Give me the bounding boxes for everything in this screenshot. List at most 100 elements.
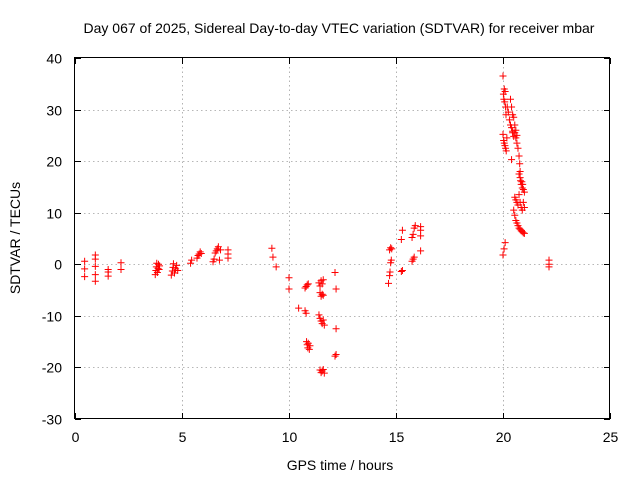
- data-point: [217, 246, 225, 254]
- data-point: [295, 304, 303, 312]
- data-point: [304, 280, 312, 288]
- y-axis-label: SDTVAR / TECUs: [7, 182, 23, 294]
- data-point: [515, 152, 523, 160]
- data-point: [197, 249, 205, 257]
- data-point: [272, 263, 280, 271]
- data-point: [188, 256, 196, 264]
- data-point: [318, 290, 326, 298]
- x-tick-label: 10: [282, 429, 298, 445]
- data-point: [511, 129, 519, 137]
- data-point: [503, 134, 511, 142]
- data-point: [502, 147, 510, 155]
- data-point: [387, 244, 395, 252]
- data-point: [520, 229, 528, 237]
- data-point: [506, 95, 514, 103]
- data-point: [305, 345, 313, 353]
- data-point: [332, 285, 340, 293]
- data-point: [91, 271, 99, 279]
- x-tick-label: 15: [389, 429, 405, 445]
- data-point: [516, 160, 524, 168]
- data-point: [332, 325, 340, 333]
- data-point: [410, 253, 418, 261]
- data-point: [417, 247, 425, 255]
- x-axis: 0 5 10 15 20 25: [72, 58, 619, 445]
- data-point: [511, 211, 519, 219]
- data-point: [513, 139, 521, 147]
- data-point: [319, 276, 327, 284]
- data-point: [173, 261, 181, 269]
- x-tick-label: 25: [603, 429, 619, 445]
- data-point: [514, 144, 522, 152]
- data-point: [169, 260, 177, 268]
- data-point: [285, 285, 293, 293]
- y-tick-label: 30: [46, 103, 62, 119]
- data-point: [386, 268, 394, 276]
- data-point: [398, 266, 406, 274]
- data-point: [285, 274, 293, 282]
- data-point: [320, 321, 328, 329]
- data-point: [504, 108, 512, 116]
- data-point: [81, 257, 89, 265]
- data-point: [303, 281, 311, 289]
- chart-title: Day 067 of 2025, Sidereal Day-to-day VTE…: [84, 20, 595, 36]
- data-point: [331, 269, 339, 277]
- data-point: [501, 239, 509, 247]
- y-tick-label: -30: [42, 412, 62, 428]
- y-tick-label: -20: [42, 360, 62, 376]
- data-point: [409, 230, 417, 238]
- data-point: [117, 265, 125, 273]
- data-point: [320, 369, 328, 377]
- data-point: [387, 256, 395, 264]
- data-point: [499, 130, 507, 138]
- data-point: [385, 279, 393, 287]
- data-point: [91, 277, 99, 285]
- data-point: [519, 229, 527, 237]
- data-point: [319, 291, 327, 299]
- data-point: [505, 116, 513, 124]
- data-point: [306, 342, 314, 350]
- y-axis: -30 -20 -10 0 10 20 30 40: [42, 51, 610, 428]
- plot-frame: [74, 57, 610, 419]
- data-point: [302, 309, 310, 317]
- data-point: [508, 103, 516, 111]
- data-point: [501, 88, 509, 96]
- data-point: [398, 226, 406, 234]
- data-point: [319, 316, 327, 324]
- grid-lines: [75, 58, 610, 419]
- y-tick-label: 10: [46, 206, 62, 222]
- data-point: [117, 259, 125, 267]
- y-tick-label: 0: [54, 257, 62, 273]
- x-tick-label: 5: [179, 429, 187, 445]
- data-point: [303, 338, 311, 346]
- data-point: [515, 191, 523, 199]
- data-point: [215, 256, 223, 264]
- data-point: [156, 262, 164, 270]
- data-point: [511, 121, 519, 129]
- data-point: [500, 245, 508, 253]
- y-tick-label: 40: [46, 51, 62, 67]
- x-tick-label: 0: [72, 429, 80, 445]
- data-point: [397, 268, 405, 276]
- data-point: [388, 245, 396, 253]
- data-point: [545, 256, 553, 264]
- data-point: [512, 134, 520, 142]
- data-points: [81, 72, 553, 377]
- data-point: [519, 180, 527, 188]
- data-point: [268, 244, 276, 252]
- data-point: [104, 265, 112, 273]
- data-point: [269, 253, 277, 261]
- data-point: [91, 262, 99, 270]
- x-tick-label: 20: [496, 429, 512, 445]
- data-point: [210, 255, 218, 263]
- y-tick-label: -10: [42, 309, 62, 325]
- data-point: [331, 352, 339, 360]
- data-point: [510, 206, 518, 214]
- data-point: [187, 259, 195, 267]
- data-point: [519, 198, 527, 206]
- data-point: [520, 204, 528, 212]
- data-point: [224, 246, 232, 254]
- data-point: [499, 72, 507, 80]
- data-point: [501, 98, 509, 106]
- data-point: [153, 269, 161, 277]
